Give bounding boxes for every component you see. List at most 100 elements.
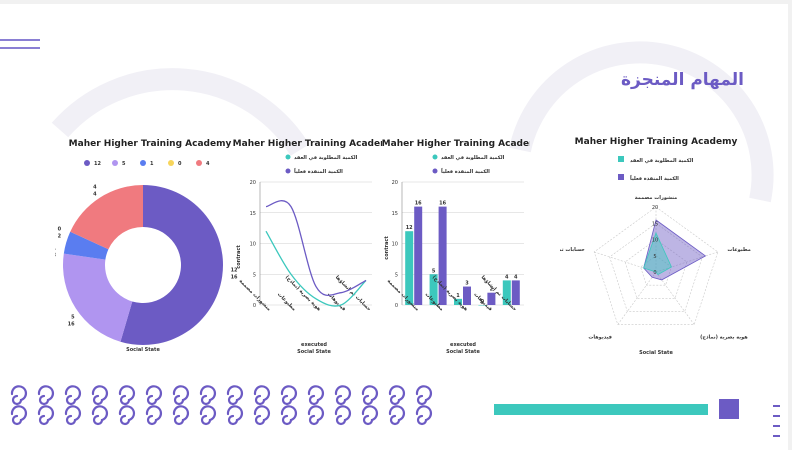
- radar-spoke: [655, 271, 695, 325]
- bar-value-label: 1: [456, 293, 460, 299]
- donut-legend-label: 4: [206, 161, 210, 167]
- y-tick-label: 5: [395, 272, 398, 278]
- bar-value-label: 3: [465, 281, 469, 287]
- teal-accent-bar: [494, 404, 708, 415]
- radar-r-tick-label: 15: [652, 221, 658, 227]
- bar-value-label: 0: [481, 299, 485, 305]
- radar-axis-label: منشورات مصممة: [635, 195, 677, 201]
- line-legend-swatch: [285, 154, 291, 160]
- top-frame-strip: [0, 0, 792, 4]
- radar-axis-label: مطبوعات: [727, 247, 750, 253]
- donut-slice-label: 16: [231, 275, 238, 281]
- purple-accent-square: [719, 399, 739, 419]
- line-series-path: [265, 200, 367, 297]
- bar-xlabel: executed: [450, 342, 476, 348]
- radar-axis-label: هوية بصرية (نماذج): [700, 335, 748, 341]
- donut-slice-label: 2: [58, 234, 62, 240]
- bar: [502, 280, 511, 305]
- bar-legend: الكمية المطلوبة في العقد الكمية المنفذة ف…: [432, 154, 505, 175]
- line-xlabel2: Social State: [297, 349, 331, 355]
- line-series-path: [265, 230, 367, 307]
- radar-chart: Maher Higher Training Academy الكمية الم…: [560, 137, 751, 356]
- y-tick-label: 15: [250, 211, 256, 217]
- radar-legend: الكمية المطلوبة في العقد الكمية المنفذة ف…: [618, 156, 694, 182]
- radar-series-area: [643, 231, 672, 276]
- bar-value-label: 4: [514, 274, 518, 280]
- donut-slice: [63, 231, 109, 260]
- bar-value-label: 2: [490, 287, 494, 293]
- bar-y-ticks: 0 5 10 15 20: [392, 180, 398, 309]
- bar-value-label: 16: [415, 201, 422, 207]
- y-tick-label: 20: [392, 180, 398, 186]
- bar-xlabel2: Social State: [446, 349, 480, 355]
- donut-slice-label: 12: [231, 268, 238, 274]
- radar-r-tick-label: 20: [652, 205, 658, 211]
- donut-slice: [120, 185, 223, 345]
- radar-axis-label: فيديوهات: [588, 335, 612, 341]
- donut-slice: [70, 185, 143, 250]
- bar-series: 12 16 5 16 13 02 4 4: [405, 201, 520, 306]
- radar-r-tick-label: 5: [653, 254, 656, 260]
- donut-slices: [62, 185, 223, 345]
- radar-legend-swatch: [618, 174, 624, 180]
- bar-value-label: 12: [406, 225, 413, 231]
- line-legend-swatch: [285, 168, 291, 174]
- donut-slice-label: 4: [93, 191, 97, 197]
- radar-spoke: [617, 271, 657, 325]
- donut-legend-swatch: [84, 160, 90, 166]
- line-y-ticks: 0 5 10 15 20: [250, 180, 256, 309]
- donut-legend: 12 5 1 0 4: [84, 160, 210, 167]
- donut-legend-swatch: [140, 160, 146, 166]
- radar-series: [643, 219, 707, 281]
- donut-chart: Maher Higher Training Academy 12 5 1 0 4 121…: [55, 139, 238, 353]
- bar: [405, 231, 414, 305]
- radar-r-tick-label: 10: [652, 238, 658, 244]
- bar: [438, 206, 447, 305]
- bar: [454, 298, 462, 305]
- bar-legend-label: الكمية المنفذة فعلياً: [441, 167, 491, 175]
- bar-value-label: 16: [439, 201, 446, 207]
- donut-slice-label: 3: [55, 253, 57, 259]
- bar-value-label: 4: [505, 274, 509, 280]
- y-tick-label: 20: [250, 180, 256, 186]
- donut-legend-label: 5: [122, 161, 126, 167]
- donut-slice-label: 16: [68, 321, 75, 327]
- line-legend-label: الكمية المنفذة فعلياً: [294, 167, 344, 175]
- bar: [478, 305, 487, 306]
- radar-chart-title: Maher Higher Training Academy: [575, 137, 738, 147]
- donut-legend-swatch: [168, 160, 174, 166]
- bar-chart-title: Maher Higher Training Academy: [382, 139, 530, 149]
- donut-slice-label: 1: [55, 246, 57, 252]
- donut-legend-label: 12: [94, 161, 101, 167]
- radar-legend-label: الكمية المنفذة فعلياً: [630, 174, 680, 182]
- y-tick-label: 0: [253, 303, 256, 309]
- donut-slice-label: 4: [93, 184, 97, 190]
- line-legend-label: الكمية المطلوبة في العقد: [294, 155, 358, 161]
- donut-slice-label: 5: [71, 314, 75, 320]
- donut-legend-swatch: [112, 160, 118, 166]
- decorative-wave-pattern: [10, 385, 433, 426]
- bar-ylabel: contract: [384, 236, 390, 260]
- line-chart-title: Maher Higher Training Academy: [233, 139, 382, 149]
- line-chart: Maher Higher Training Academy الكمية الم…: [233, 139, 382, 355]
- line-xlabel: executed: [301, 342, 327, 348]
- radar-r-ticks: 0 5 10 15 20: [652, 205, 658, 276]
- bar-chart: Maher Higher Training Academy الكمية الم…: [382, 139, 530, 355]
- radar-grid-ring: [640, 255, 672, 286]
- line-x-tick-label: مطبوعات: [276, 292, 297, 313]
- bar-legend-swatch: [432, 168, 438, 174]
- y-tick-label: 15: [392, 211, 398, 217]
- line-grid: [259, 181, 372, 306]
- radar-legend-swatch: [618, 156, 624, 162]
- donut-xlabel: Social State: [126, 347, 160, 353]
- bar: [511, 280, 520, 305]
- donut-slice-label: 0: [58, 227, 62, 233]
- bar: [414, 206, 423, 305]
- bar-legend-label: الكمية المطلوبة في العقد: [441, 155, 505, 161]
- donut-chart-title: Maher Higher Training Academy: [69, 139, 232, 149]
- line-series: [265, 200, 367, 307]
- bar-value-label: 5: [432, 268, 436, 274]
- bar: [487, 292, 496, 305]
